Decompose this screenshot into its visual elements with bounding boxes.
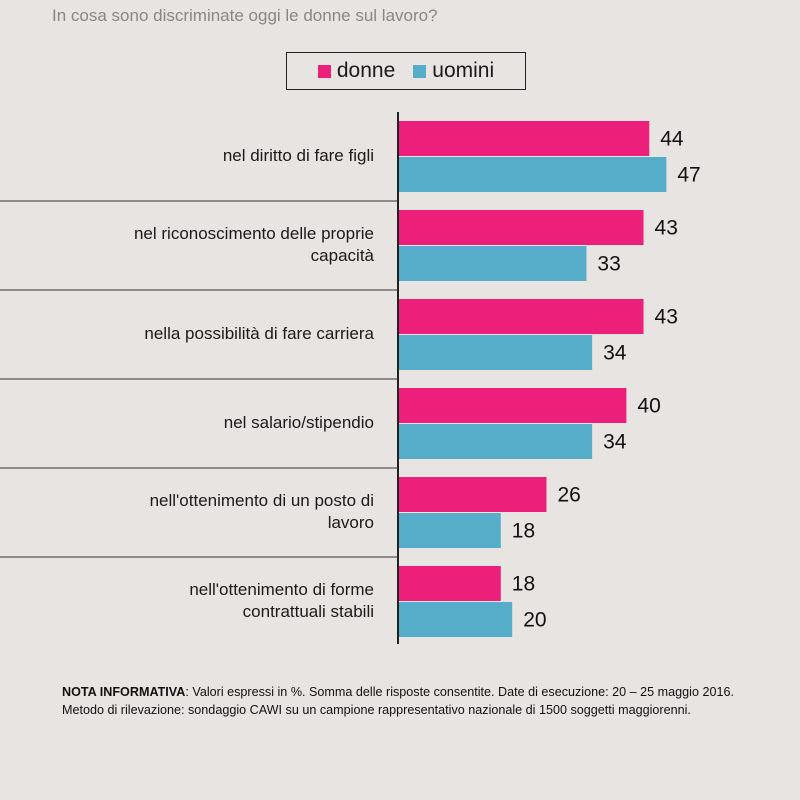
bar-donne xyxy=(398,388,627,423)
legend-item-donne: donne xyxy=(317,59,396,83)
bar-uomini xyxy=(398,157,667,192)
legend-item-uomini: uomini xyxy=(413,59,494,83)
data-label-donne: 43 xyxy=(655,306,678,329)
legend-swatch-donne xyxy=(317,64,331,78)
bar-donne xyxy=(398,566,501,601)
category-label: nel riconoscimento delle proprie capacità xyxy=(134,224,375,265)
data-label-donne: 40 xyxy=(637,395,660,418)
category-label: nel diritto di fare figli xyxy=(223,146,374,165)
data-label-uomini: 33 xyxy=(597,253,620,276)
bar-uomini xyxy=(398,424,593,459)
data-label-uomini: 34 xyxy=(603,342,627,365)
legend: donne uomini xyxy=(286,52,526,90)
legend-label-uomini: uomini xyxy=(432,59,495,82)
data-label-donne: 44 xyxy=(660,128,684,151)
category-label: nella possibilità di fare carriera xyxy=(144,324,374,343)
footnote-text: : Valori espressi in %. Somma delle risp… xyxy=(62,685,734,717)
footnote-label: NOTA INFORMATIVA xyxy=(62,685,186,699)
chart-title: In cosa sono discriminate oggi le donne … xyxy=(52,6,438,25)
data-label-donne: 18 xyxy=(512,573,535,596)
bar-donne xyxy=(398,477,547,512)
data-label-uomini: 47 xyxy=(677,164,700,187)
data-label-donne: 26 xyxy=(557,484,580,507)
footnote: NOTA INFORMATIVA: Valori espressi in %. … xyxy=(62,683,752,719)
legend-label-donne: donne xyxy=(336,59,396,82)
legend-swatch-uomini xyxy=(413,64,427,78)
bar-chart: nel diritto di fare figli 44 47 nel riconos… xyxy=(0,112,701,644)
data-label-uomini: 34 xyxy=(603,431,627,454)
bar-donne xyxy=(398,299,644,334)
data-label-uomini: 20 xyxy=(523,609,546,632)
category-label: nell'ottenimento di forme contrattuali st… xyxy=(189,580,374,621)
category-label: nel salario/stipendio xyxy=(224,413,374,432)
data-label-uomini: 18 xyxy=(512,520,535,543)
bar-uomini xyxy=(398,246,587,281)
bar-uomini xyxy=(398,602,513,637)
data-label-donne: 43 xyxy=(655,217,678,240)
bar-uomini xyxy=(398,335,593,370)
bar-donne xyxy=(398,210,644,245)
bar-uomini xyxy=(398,513,501,548)
bar-donne xyxy=(398,121,650,156)
category-label: nell'ottenimento di un posto di lavoro xyxy=(150,491,374,532)
